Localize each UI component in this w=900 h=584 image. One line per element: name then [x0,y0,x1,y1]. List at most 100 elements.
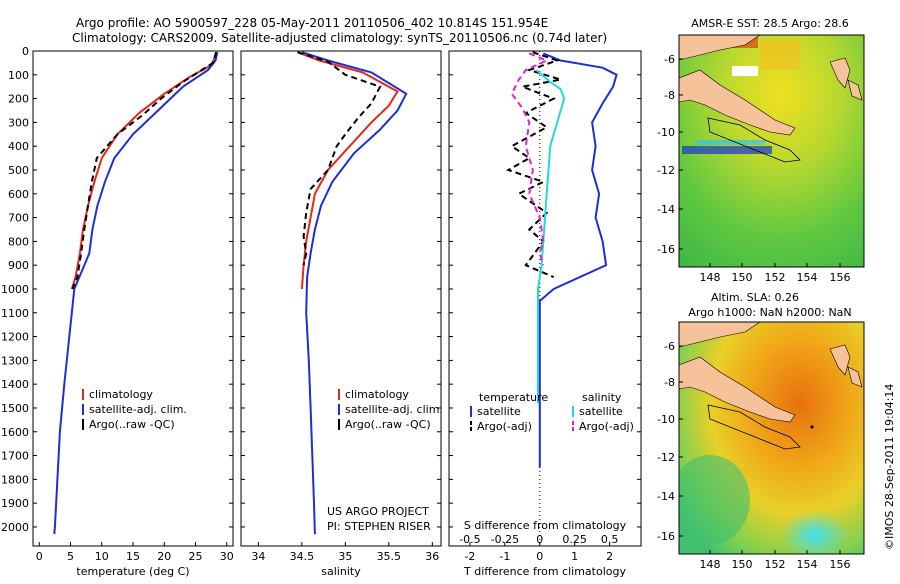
sla-land-coast [707,404,801,450]
sst-land-north [679,35,761,61]
sst-map-title: AMSR-E SST: 28.5 Argo: 28.6 [691,17,849,30]
diff-legend-label: satellite [477,405,521,418]
temp-series-3 [71,51,218,290]
diff-s-tick-label: -0.25 [491,533,519,546]
sst-ytick-label: -8 [664,89,675,102]
temp-frame [32,50,234,547]
temp-xtick-label: 25 [189,550,203,563]
sla-land-north [679,322,761,348]
depth-tick-label: 1000 [1,283,29,296]
sst-xtick-label: 148 [700,271,721,284]
sst-xtick-label: 150 [732,271,753,284]
sal-legend-label: climatology [345,388,409,401]
temp-legend-label: satellite-adj. clim. [89,403,187,416]
depth-tick-label: 800 [8,235,29,248]
diff-series-2 [505,51,561,279]
project-annotation: US ARGO PROJECT [327,505,429,518]
depth-tick-label: 100 [8,69,29,82]
salinity-panel: 34 34.5 35 35.5 36 salinity climatology satelli… [240,50,443,578]
sal-xtick-label: 36 [425,550,439,563]
depth-tick-label: 2000 [1,521,29,534]
sst-xtick-label: 156 [830,271,851,284]
sst-ytick-label: -10 [657,126,675,139]
depth-tick-label: 1600 [1,426,29,439]
sla-xtick-label: 152 [765,558,786,571]
sla-land-png [679,356,796,423]
sal-xtick-label: 35.5 [377,550,402,563]
sal-frame [240,50,442,547]
sst-land-islands [829,57,863,101]
depth-tick-label: 400 [8,140,29,153]
sla-map-frame [678,321,865,555]
depth-tick-label: 900 [8,259,29,272]
sst-cloud-patch [732,66,758,76]
depth-tick-label: 200 [8,93,29,106]
temp-xtick-label: 30 [220,550,234,563]
sst-cool-strip [682,146,772,154]
sla-land-islands [829,344,863,388]
sla-xtick-label: 150 [732,558,753,571]
sst-xtick-label: 152 [765,271,786,284]
imos-credit: ©IMOS 28-Sep-2011 19:04:14 [883,384,896,550]
temp-legend-label: Argo(..raw -QC) [89,418,175,431]
temp-xlabel: temperature (deg C) [76,565,189,578]
sla-ytick-label: -16 [657,530,675,543]
sst-warm-patch [760,40,800,70]
diff-series-1 [538,52,618,468]
depth-tick-label: 1800 [1,473,29,486]
header-line-1: Argo profile: AO 5900597_228 05-May-2011… [76,16,548,30]
sst-xtick-label: 154 [797,271,818,284]
sla-xtick-label: 148 [700,558,721,571]
sal-xtick-label: 35 [338,550,352,563]
depth-tick-label: 700 [8,212,29,225]
diff-frame [448,50,642,547]
sla-ytick-label: -8 [664,376,675,389]
sal-xtick-label: 34 [251,550,265,563]
sal-legend-label: Argo(..raw -QC) [345,418,431,431]
temp-xtick-label: 20 [157,550,171,563]
sst-ytick-label: -6 [664,53,675,66]
temp-series-1 [70,51,219,290]
sla-ytick-label: -6 [664,340,675,353]
sla-xtick-label: 154 [797,558,818,571]
diff-xlabel: T difference from climatology [463,565,626,578]
sal-xlabel: salinity [321,565,361,578]
diff-legend-header-t: temperature [479,391,548,404]
depth-tick-label: 600 [8,188,29,201]
depth-tick-label: 1200 [1,331,29,344]
sla-map-panel: Altim. SLA: 0.26 Argo h1000: NaN h2000: … [657,291,865,571]
sst-land-png [679,69,796,136]
temp-xtick-label: 5 [67,550,74,563]
diff-xtick-label: 2 [606,550,613,563]
sal-legend-label: satellite-adj. clim. [345,403,443,416]
diff-legend-header-s: salinity [582,391,622,404]
sla-ytick-label: -14 [657,490,675,503]
depth-tick-label: 1100 [1,307,29,320]
diff-s-tick-label: -0.5 [459,533,480,546]
sst-ytick-label: -16 [657,243,675,256]
depth-tick-label: 1500 [1,402,29,415]
sla-argo-marker [810,425,814,429]
sla-green-blob [679,455,750,545]
depth-tick-label: 1900 [1,497,29,510]
sla-cyan-blob [780,510,850,554]
sal-xtick-label: 34.5 [290,550,315,563]
depth-tick-label: 1300 [1,354,29,367]
temperature-panel: 0 5 10 15 20 25 30 temperature (deg C) 0 100 200 30… [1,45,234,578]
sst-land-coast [707,117,801,163]
sla-map-title-2: Argo h1000: NaN h2000: NaN [688,306,851,319]
diff-s-tick-label: 0.5 [601,533,619,546]
sla-ytick-label: -12 [657,451,675,464]
depth-tick-label: 0 [22,45,29,58]
temp-xtick-label: 10 [95,550,109,563]
sal-series-2 [301,51,408,535]
depth-tick-label: 500 [8,164,29,177]
sst-map-frame [678,34,865,268]
diff-legend-label: Argo(-adj) [579,420,634,433]
sst-cyan-strip [695,140,765,145]
sst-ytick-label: -14 [657,203,675,216]
pi-annotation: PI: STEPHEN RISER [327,520,431,533]
depth-tick-label: 1400 [1,378,29,391]
diff-s-tick-label: 0.25 [562,533,587,546]
